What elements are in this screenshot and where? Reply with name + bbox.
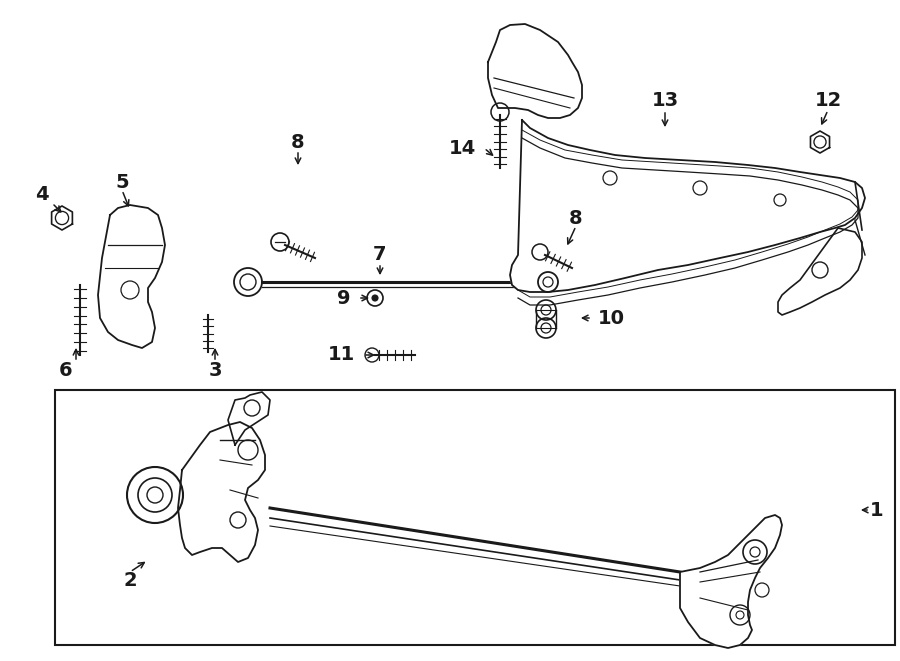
Text: 13: 13: [652, 91, 679, 110]
Text: 6: 6: [59, 360, 73, 379]
Text: 12: 12: [814, 91, 842, 110]
Text: 7: 7: [374, 245, 387, 264]
Polygon shape: [680, 515, 782, 648]
Text: 8: 8: [569, 208, 583, 227]
Text: 2: 2: [123, 570, 137, 590]
Text: 8: 8: [292, 132, 305, 151]
Text: 14: 14: [449, 139, 476, 157]
Text: 3: 3: [208, 360, 221, 379]
Bar: [55, 390, 895, 645]
Polygon shape: [178, 422, 265, 562]
Polygon shape: [510, 120, 865, 292]
Polygon shape: [488, 24, 582, 118]
Polygon shape: [778, 228, 862, 315]
Text: 1: 1: [870, 500, 884, 520]
Text: 11: 11: [328, 346, 355, 364]
Polygon shape: [98, 205, 165, 348]
Text: 9: 9: [337, 288, 350, 307]
Text: 10: 10: [598, 309, 625, 327]
Circle shape: [372, 295, 378, 301]
Text: 4: 4: [35, 186, 49, 204]
Text: 5: 5: [115, 173, 129, 192]
